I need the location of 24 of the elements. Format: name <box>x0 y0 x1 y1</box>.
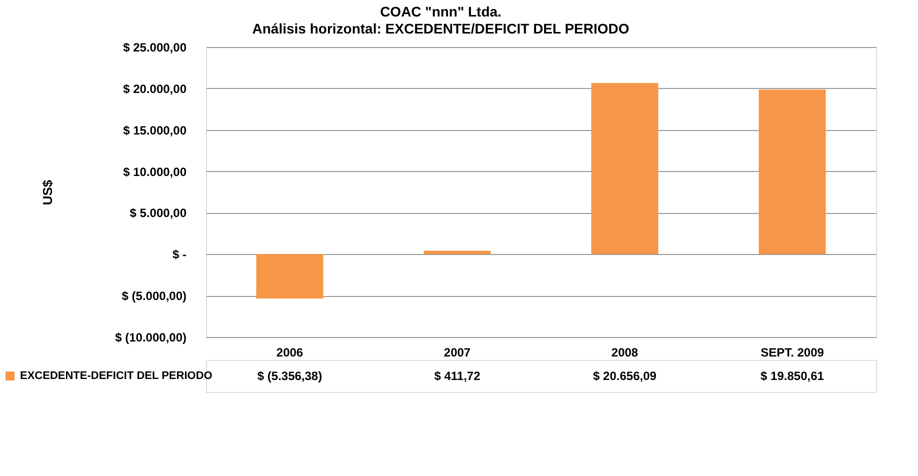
y-tick-label: $ 20.000,00 <box>123 82 187 96</box>
bar <box>424 250 491 254</box>
data-label: $ 20.656,09 <box>593 369 657 383</box>
data-label: $ 19.850,61 <box>760 369 824 383</box>
y-axis-title: US$ <box>40 179 56 206</box>
y-tick-label: $ 5.000,00 <box>130 206 187 220</box>
y-tick-label: $ 15.000,00 <box>123 123 187 138</box>
bar <box>591 82 658 254</box>
x-tick-label: 2008 <box>611 346 638 360</box>
y-tick-label: $ 25.000,00 <box>123 40 187 54</box>
bar <box>758 90 826 254</box>
x-tick-label: 2006 <box>276 346 304 360</box>
y-tick-label: $ - <box>172 248 186 262</box>
data-label: $ 411,72 <box>434 369 481 383</box>
x-tick-label: 2007 <box>444 346 471 360</box>
x-tick-label: SEPT. 2009 <box>760 346 824 360</box>
y-tick-label: $ (10.000,00) <box>115 330 186 344</box>
bar <box>256 254 324 299</box>
data-label: $ (5.356,38) <box>257 369 322 383</box>
chart-title: COAC "nnn" Ltda. <box>380 4 502 20</box>
y-tick-label: $ (5.000,00) <box>122 289 186 304</box>
chart-subtitle: Análisis horizontal: EXCEDENTE/DEFICIT DEL PERIODO <box>252 20 630 36</box>
y-tick-label: $ 10.000,00 <box>123 164 187 179</box>
legend-label: EXCEDENTE-DEFICIT DEL PERIODO <box>20 370 213 382</box>
